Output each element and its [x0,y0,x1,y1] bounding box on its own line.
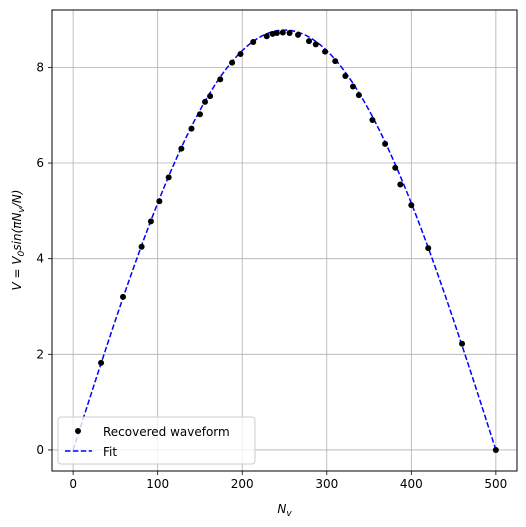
plot-area [52,10,517,471]
x-tick-label: 200 [231,477,254,491]
data-point [207,93,213,99]
legend-label-fit: Fit [103,445,117,459]
data-point [148,218,154,224]
y-axis-ticks: 0 2 4 6 8 [36,60,52,457]
data-point [250,39,256,45]
y-tick-label: 4 [36,252,44,266]
data-point [382,141,388,147]
data-point [350,84,356,90]
data-point [332,58,338,64]
data-point [139,244,145,250]
x-tick-label: 500 [484,477,507,491]
data-point [342,73,348,79]
data-point [287,30,293,36]
x-axis-label: Nv [277,502,292,519]
data-point [306,38,312,44]
x-axis-ticks: 0 100 200 300 400 500 [69,471,507,491]
data-point [166,174,172,180]
data-point [425,245,431,251]
data-point [459,341,465,347]
data-point [493,447,499,453]
y-tick-label: 2 [36,347,44,361]
data-point [229,60,235,66]
y-tick-label: 8 [36,60,44,74]
data-point [156,198,162,204]
data-point [98,360,104,366]
data-point [408,202,414,208]
data-point [217,76,223,82]
y-tick-label: 0 [36,443,44,457]
data-point [313,41,319,47]
data-point [197,111,203,117]
data-point [178,146,184,152]
data-point [322,49,328,55]
x-tick-label: 300 [315,477,338,491]
x-tick-label: 0 [69,477,77,491]
data-point [120,294,126,300]
data-point [202,99,208,105]
data-point [295,32,301,38]
data-point [274,30,280,36]
data-point [238,51,244,57]
legend-label-points: Recovered waveform [103,425,230,439]
data-point [189,126,195,132]
legend: Recovered waveform Fit [58,417,255,464]
y-axis-label: V = V0sin(πNv/N) [10,190,27,291]
data-point [369,117,375,123]
data-point [280,29,286,35]
data-point [392,165,398,171]
legend-marker-icon [75,428,81,434]
x-tick-label: 100 [146,477,169,491]
data-point [356,92,362,98]
y-tick-label: 6 [36,156,44,170]
data-point [264,33,270,39]
x-tick-label: 400 [400,477,423,491]
data-point [397,182,403,188]
